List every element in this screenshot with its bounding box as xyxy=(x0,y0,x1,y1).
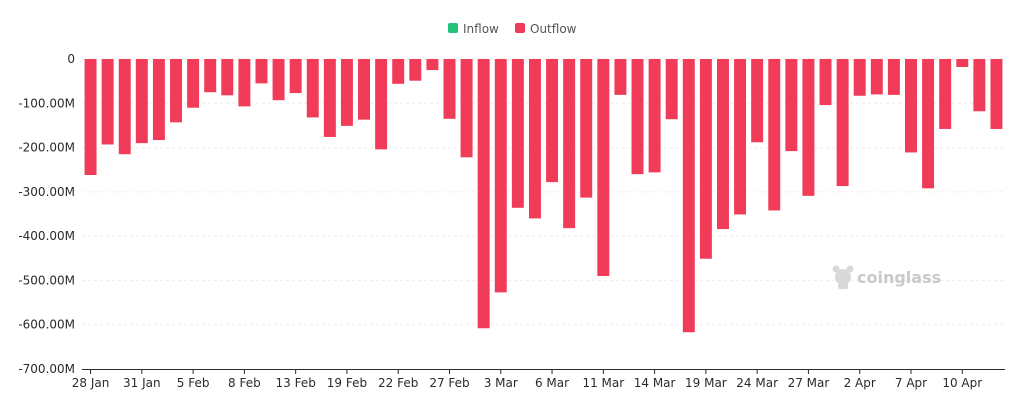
outflow-bar[interactable] xyxy=(580,59,593,198)
outflow-bar[interactable] xyxy=(905,59,917,153)
x-tick-label: 19 Mar xyxy=(685,376,727,390)
outflow-bar[interactable] xyxy=(785,59,798,152)
x-tick-label: 6 Mar xyxy=(535,376,569,390)
outflow-bar[interactable] xyxy=(973,59,986,112)
outflow-bar[interactable] xyxy=(614,59,627,95)
coinglass-logo-icon xyxy=(832,265,854,289)
outflow-bar[interactable] xyxy=(323,59,336,137)
x-tick-label: 11 Mar xyxy=(582,376,624,390)
outflow-bar[interactable] xyxy=(118,59,131,155)
outflow-bar[interactable] xyxy=(289,59,302,94)
x-tick-label: 8 Feb xyxy=(228,376,261,390)
outflow-bar[interactable] xyxy=(204,59,217,93)
outflow-bar[interactable] xyxy=(409,59,422,81)
x-tick-label: 7 Apr xyxy=(895,376,927,390)
x-tick-label: 13 Feb xyxy=(275,376,315,390)
y-tick-label: -400.00M xyxy=(18,229,75,243)
outflow-bar[interactable] xyxy=(272,59,285,101)
y-axis-ticks: 0 -100.00M -200.00M -300.00M -400.00M -500.00… xyxy=(18,52,75,376)
outflow-bar[interactable] xyxy=(853,59,866,96)
watermark: coinglass xyxy=(832,265,941,289)
outflow-bar[interactable] xyxy=(358,59,371,120)
legend-swatch-outflow[interactable] xyxy=(515,23,525,33)
x-axis-ticks: 28 Jan 31 Jan 5 Feb 8 Feb 13 Feb 19 Feb 22 Feb… xyxy=(72,369,982,390)
outflow-bar[interactable] xyxy=(870,59,883,95)
y-tick-label: -200.00M xyxy=(18,141,75,155)
outflow-bar[interactable] xyxy=(939,59,952,129)
outflow-bar[interactable] xyxy=(221,59,234,96)
outflow-bar[interactable] xyxy=(101,59,114,145)
outflow-bar[interactable] xyxy=(734,59,747,215)
outflow-bar[interactable] xyxy=(631,59,644,175)
outflow-bar[interactable] xyxy=(426,59,439,71)
outflow-bar[interactable] xyxy=(990,59,1003,129)
y-tick-label: 0 xyxy=(67,52,75,66)
legend-swatch-inflow[interactable] xyxy=(448,23,458,33)
x-tick-label: 3 Mar xyxy=(484,376,518,390)
y-tick-label: -500.00M xyxy=(18,273,75,287)
y-tick-label: -700.00M xyxy=(18,362,75,376)
outflow-bar[interactable] xyxy=(716,59,729,230)
outflow-bar[interactable] xyxy=(477,59,490,329)
watermark-text: coinglass xyxy=(857,268,941,287)
outflow-bar[interactable] xyxy=(819,59,832,106)
legend-label-outflow[interactable]: Outflow xyxy=(530,22,577,36)
outflow-bar[interactable] xyxy=(699,59,712,259)
y-tick-label: -600.00M xyxy=(18,318,75,332)
outflow-bar[interactable] xyxy=(546,59,559,183)
outflow-bar[interactable] xyxy=(682,59,695,333)
outflow-bar[interactable] xyxy=(922,59,935,189)
outflow-bar[interactable] xyxy=(665,59,678,120)
x-tick-label: 27 Mar xyxy=(788,376,830,390)
outflow-bar[interactable] xyxy=(443,59,456,119)
outflow-bar[interactable] xyxy=(528,59,541,219)
x-tick-label: 10 Apr xyxy=(942,376,982,390)
outflow-bar[interactable] xyxy=(392,59,405,84)
x-tick-label: 31 Jan xyxy=(123,376,161,390)
outflow-bar[interactable] xyxy=(340,59,353,126)
outflow-bar[interactable] xyxy=(956,59,969,67)
outflow-bar[interactable] xyxy=(494,59,507,293)
outflow-bar[interactable] xyxy=(84,59,97,176)
x-tick-label: 5 Feb xyxy=(177,376,210,390)
x-tick-label: 19 Feb xyxy=(327,376,367,390)
outflow-bar[interactable] xyxy=(187,59,200,108)
outflow-bar[interactable] xyxy=(751,59,764,143)
outflow-bar[interactable] xyxy=(597,59,610,276)
x-tick-label: 14 Mar xyxy=(634,376,676,390)
outflow-bar[interactable] xyxy=(135,59,148,144)
outflow-bar[interactable] xyxy=(375,59,388,150)
outflow-bar[interactable] xyxy=(802,59,815,196)
x-tick-label: 22 Feb xyxy=(378,376,418,390)
y-tick-label: -300.00M xyxy=(18,185,75,199)
outflow-bar[interactable] xyxy=(648,59,661,173)
outflow-bar[interactable] xyxy=(768,59,781,211)
y-tick-label: -100.00M xyxy=(18,96,75,110)
outflow-bar[interactable] xyxy=(563,59,576,229)
x-tick-label: 27 Feb xyxy=(429,376,469,390)
outflow-bar[interactable] xyxy=(460,59,473,158)
outflow-bar[interactable] xyxy=(511,59,524,208)
legend-label-inflow[interactable]: Inflow xyxy=(463,22,499,36)
grid-lines xyxy=(82,58,1005,326)
legend: Inflow Outflow xyxy=(448,22,577,36)
x-tick-label: 28 Jan xyxy=(72,376,110,390)
outflow-bar[interactable] xyxy=(238,59,251,107)
outflow-bar[interactable] xyxy=(836,59,849,187)
bars xyxy=(84,59,1003,333)
x-tick-label: 2 Apr xyxy=(844,376,876,390)
outflow-bar[interactable] xyxy=(152,59,165,141)
outflow-bar[interactable] xyxy=(306,59,319,118)
outflow-bar[interactable] xyxy=(887,59,900,95)
outflow-bar[interactable] xyxy=(170,59,182,123)
x-tick-label: 24 Mar xyxy=(736,376,778,390)
outflow-bar[interactable] xyxy=(255,59,268,84)
